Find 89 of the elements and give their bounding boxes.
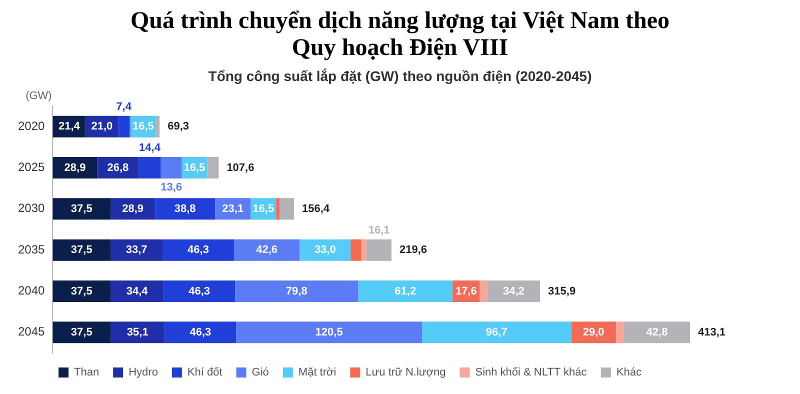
- data-label: 28,9: [64, 162, 86, 174]
- bar: [162, 239, 234, 261]
- data-label: 7,4: [116, 100, 132, 113]
- bar: [164, 322, 236, 344]
- bar: [624, 322, 690, 344]
- data-label: 16,5: [184, 162, 206, 174]
- data-label: 42,6: [256, 244, 278, 256]
- total-label: 156,4: [302, 202, 330, 215]
- data-label: 17,6: [455, 285, 477, 298]
- bar: [160, 156, 182, 179]
- legend-label: Mặt trời: [298, 366, 336, 379]
- data-label: 21,0: [91, 120, 113, 133]
- bar: [110, 239, 163, 261]
- bar: [358, 280, 453, 302]
- data-label: 34,2: [502, 285, 524, 298]
- y-tick-label: 2035: [18, 242, 46, 256]
- bar: [366, 239, 392, 261]
- data-label: 33,7: [126, 244, 148, 256]
- data-label: 26,8: [107, 162, 129, 174]
- data-label: 29,0: [582, 326, 604, 338]
- bar: [422, 322, 572, 344]
- y-tick-label: 2040: [18, 284, 46, 298]
- bar: [52, 198, 111, 220]
- legend-label: Than: [74, 366, 100, 379]
- bar: [52, 239, 111, 261]
- total-label: 107,6: [226, 162, 254, 174]
- data-label: 21,4: [58, 120, 81, 133]
- bar: [155, 198, 215, 220]
- data-label: 14,4: [139, 142, 162, 154]
- data-label: 35,1: [126, 326, 148, 338]
- data-label: 46,3: [188, 285, 210, 298]
- y-tick-label: 2020: [18, 118, 46, 133]
- bar: [164, 280, 236, 302]
- data-label: 16,1: [368, 224, 390, 236]
- bar: [571, 322, 616, 344]
- data-label: 28,9: [122, 202, 144, 215]
- data-label: 96,7: [486, 326, 508, 338]
- data-label: 37,5: [70, 285, 92, 298]
- total-label: 315,9: [548, 285, 576, 298]
- data-label: 34,4: [126, 285, 149, 298]
- bar: [616, 322, 624, 344]
- bar: [110, 280, 164, 302]
- data-label: 37,5: [70, 326, 92, 338]
- bar: [350, 239, 362, 261]
- chart-title: Quá trình chuyển dịch năng lượng tại Việt Nam theo Quy hoạch Điện VIII: [129, 7, 671, 62]
- bar: [110, 322, 165, 344]
- data-label: 33,0: [314, 244, 336, 256]
- bar: [52, 280, 111, 302]
- legend-label: Khí đốt: [187, 366, 222, 379]
- bar: [235, 280, 358, 302]
- data-label: 37,5: [70, 244, 92, 256]
- data-label: 23,1: [222, 202, 244, 215]
- data-label: 46,3: [188, 244, 209, 256]
- bar: [234, 239, 300, 261]
- bar: [480, 280, 488, 302]
- bar: [276, 198, 280, 220]
- data-label: 37,5: [70, 202, 92, 215]
- y-tick-label: 2025: [18, 160, 46, 174]
- data-label: 13,6: [160, 182, 182, 194]
- data-label: 61,2: [394, 285, 416, 298]
- bar: [156, 116, 160, 138]
- y-axis-title: (GW): [26, 90, 52, 102]
- data-label: 42,8: [646, 326, 668, 338]
- data-label: 79,8: [286, 285, 308, 298]
- bar: [361, 239, 367, 261]
- chart-subtitle: Tổng công suất lắp đặt (GW) theo nguồn điện (2020-2045): [207, 68, 593, 84]
- data-label: 38,8: [174, 202, 196, 215]
- bar: [138, 156, 161, 179]
- y-tick-label: 2045: [18, 324, 46, 339]
- data-label: 120,5: [315, 326, 343, 338]
- total-label: 69,3: [168, 120, 190, 133]
- bar: [487, 280, 540, 302]
- legend-label: Gió: [252, 366, 269, 379]
- data-label: 16,5: [252, 202, 274, 215]
- bar: [300, 239, 351, 261]
- total-label: 219,6: [399, 244, 428, 256]
- legend-label: Khác: [616, 366, 642, 379]
- bar: [236, 322, 422, 344]
- legend-label: Lưu trữ N.lượng: [366, 366, 446, 379]
- bar: [118, 116, 130, 138]
- bar: [279, 198, 294, 220]
- bar: [52, 322, 111, 344]
- data-label: 46,3: [190, 326, 212, 338]
- y-tick-label: 2030: [18, 201, 46, 216]
- legend-label: Hydro: [128, 366, 158, 379]
- total-label: 413,1: [698, 326, 726, 338]
- legend-label: Sinh khối & NLTT khác: [475, 366, 588, 379]
- bar: [207, 156, 219, 179]
- data-label: 16,5: [132, 120, 154, 133]
